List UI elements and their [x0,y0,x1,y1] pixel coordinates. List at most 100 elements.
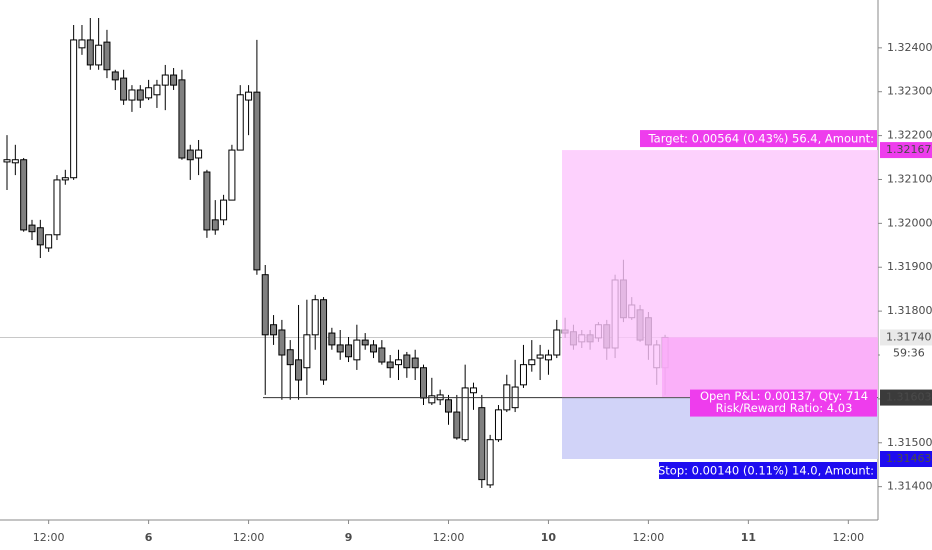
candle-body [494,409,502,441]
target-label: Target: 0.00564 (0.43%) 56.4, Amount: [648,132,874,146]
candle-body [370,344,378,353]
target-label-box [640,130,877,148]
candle-body [136,89,144,101]
candle-body [411,357,419,369]
candle-body [270,324,278,336]
x-tick-label: 11 [741,531,756,544]
candle-body [70,39,78,179]
candle-body [3,159,11,163]
candle-body [486,439,494,486]
candle-body [553,329,561,356]
candle-body [478,407,486,481]
y-tick-label: 1.32200 [887,129,932,142]
candle-body [53,179,61,236]
stop-tag: 1.31463 [886,452,932,465]
candle-body [128,89,136,101]
candle-body [461,387,469,441]
countdown-box [880,345,932,361]
candle-body [211,219,219,231]
candle-body [420,367,427,399]
entry-tag-box [880,389,932,406]
candle-body [103,41,111,71]
candle-body [45,234,53,249]
candle-body [95,44,103,66]
candle-body [361,339,369,346]
candle-body [86,39,94,66]
candle-body [170,74,178,86]
candle-body [161,74,169,86]
candle-body [245,91,253,101]
x-tick-label: 12:00 [33,531,65,544]
candle-body [20,159,28,231]
candle-body [386,361,394,369]
pnl-label-box [690,389,877,417]
candle-body [303,334,311,369]
stop-label: Stop: 0.00140 (0.11%) 14.0, Amount: [658,464,874,478]
candle-body [61,177,69,181]
stop-tag-box [880,451,932,468]
rr-label: Risk/Reward Ratio: 4.03 [716,401,853,415]
current-price-tag: 1.31740 [886,330,932,343]
x-tick-label: 12:00 [433,531,465,544]
candle-body [203,171,211,231]
candle-body [544,354,552,361]
candle-body [328,332,336,346]
candle-body [345,344,353,358]
candle-body [378,347,386,363]
candle-body [120,77,128,101]
candle-body [336,344,344,353]
candle-body [469,387,477,394]
y-tick-label: 1.32400 [887,41,932,54]
y-tick-label: 1.32000 [887,216,932,229]
candle-body [195,149,203,159]
candle-body [519,364,527,386]
candle-body [536,354,544,359]
candle-body [261,274,269,336]
countdown: 59:36 [893,346,925,359]
x-tick-label: 6 [145,531,153,544]
candle-body [311,299,319,336]
pnl-label: Open P&L: 0.00137, Qty: 714 [700,389,868,403]
target-tag-box [880,142,932,159]
y-tick-label: 1.31500 [887,436,932,449]
target-tag: 1.32167 [886,143,932,156]
x-tick-label: 12:00 [633,531,665,544]
candle-body [320,299,328,381]
candle-body [36,227,44,246]
stop-label-box [659,462,877,480]
candle-body [286,349,294,366]
candle-body [178,79,186,159]
x-tick-label: 12:00 [233,531,265,544]
y-tick-label: 1.31900 [887,260,932,273]
y-tick-label: 1.31800 [887,304,932,317]
candle-body [295,359,303,381]
y-tick-label: 1.32100 [887,172,932,185]
x-tick-label: 10 [541,531,557,544]
candle-body [236,94,244,151]
x-tick-label: 9 [345,531,353,544]
candle-body [528,359,536,366]
candle-body [28,224,36,233]
candle-body [403,354,411,369]
candle-body [353,339,361,361]
candle-body [453,411,461,439]
candle-body [228,149,236,201]
x-tick-label: 12:00 [832,531,864,544]
candle-body [11,159,19,164]
candle-body [186,149,194,161]
candle-body [111,71,119,81]
candle-body [220,199,228,221]
candle-body [153,84,161,96]
entry-tag: 1.31603 [886,391,932,404]
y-tick-label: 1.31400 [887,480,932,493]
candle-body [145,87,153,99]
candle-body [278,329,286,356]
current-price-tag-box [880,329,932,346]
y-tick-label: 1.32300 [887,85,932,98]
candle-body [253,91,261,271]
candle-body [428,395,436,404]
candle-body [444,399,452,413]
candle-body [78,39,86,49]
